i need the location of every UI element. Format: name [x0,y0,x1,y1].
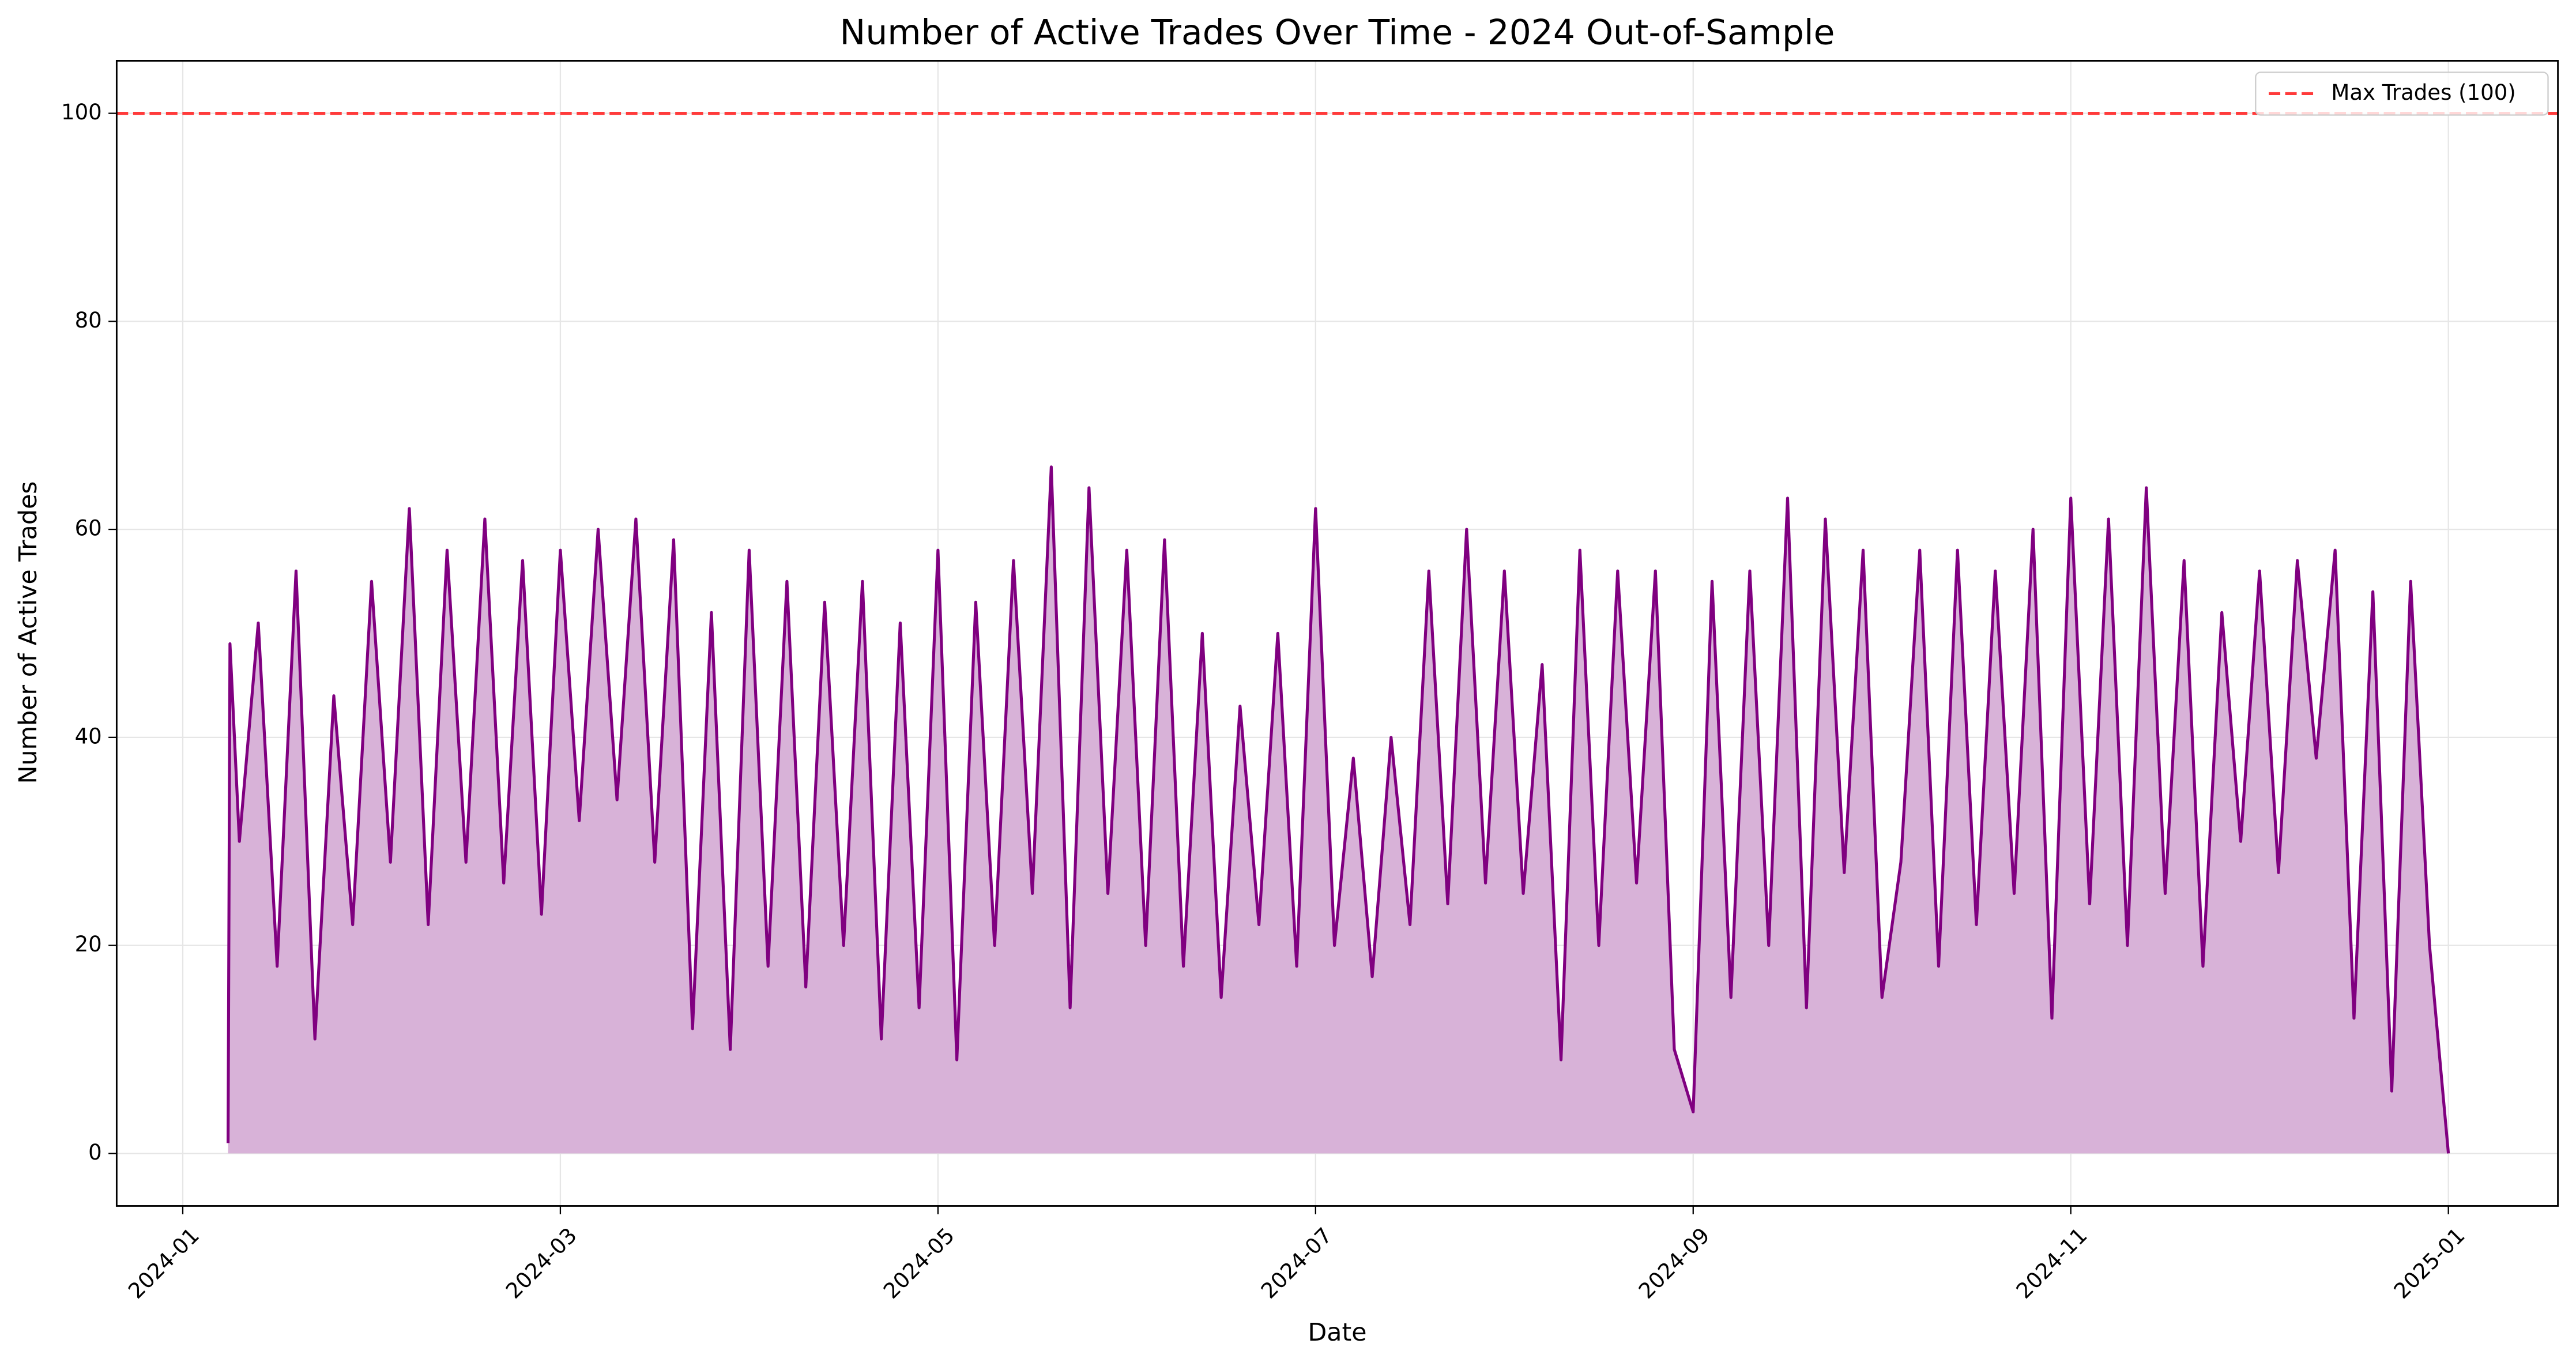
y-tick-label: 40 [75,724,102,748]
y-tick-label: 60 [75,516,102,541]
x-tick-label: 2025-01 [2389,1223,2470,1304]
x-tick-label: 2024-11 [2012,1223,2092,1304]
x-tick-label: 2024-03 [501,1223,582,1304]
legend-label: Max Trades (100) [2331,80,2515,105]
legend-box [2255,72,2549,116]
y-tick-label: 100 [61,100,102,125]
area [228,466,2449,1154]
legend: Max Trades (100) [2255,72,2549,116]
x-tick-label: 2024-05 [879,1223,959,1304]
y-tick-label: 20 [75,932,102,957]
line [227,465,2450,1154]
plot-frame [115,60,2559,1207]
x-tick-label: 2024-01 [123,1223,204,1304]
x-tick-label: 2024-09 [1634,1223,1715,1304]
y-tick-label: 0 [88,1140,102,1165]
x-axis-label: Date [1308,1318,1366,1347]
x-tick-label: 2024-07 [1256,1223,1337,1304]
y-tick-label: 80 [75,308,102,333]
chart-title: Number of Active Trades Over Time - 2024… [840,12,1835,52]
y-axis-label: Number of Active Trades [14,481,43,784]
